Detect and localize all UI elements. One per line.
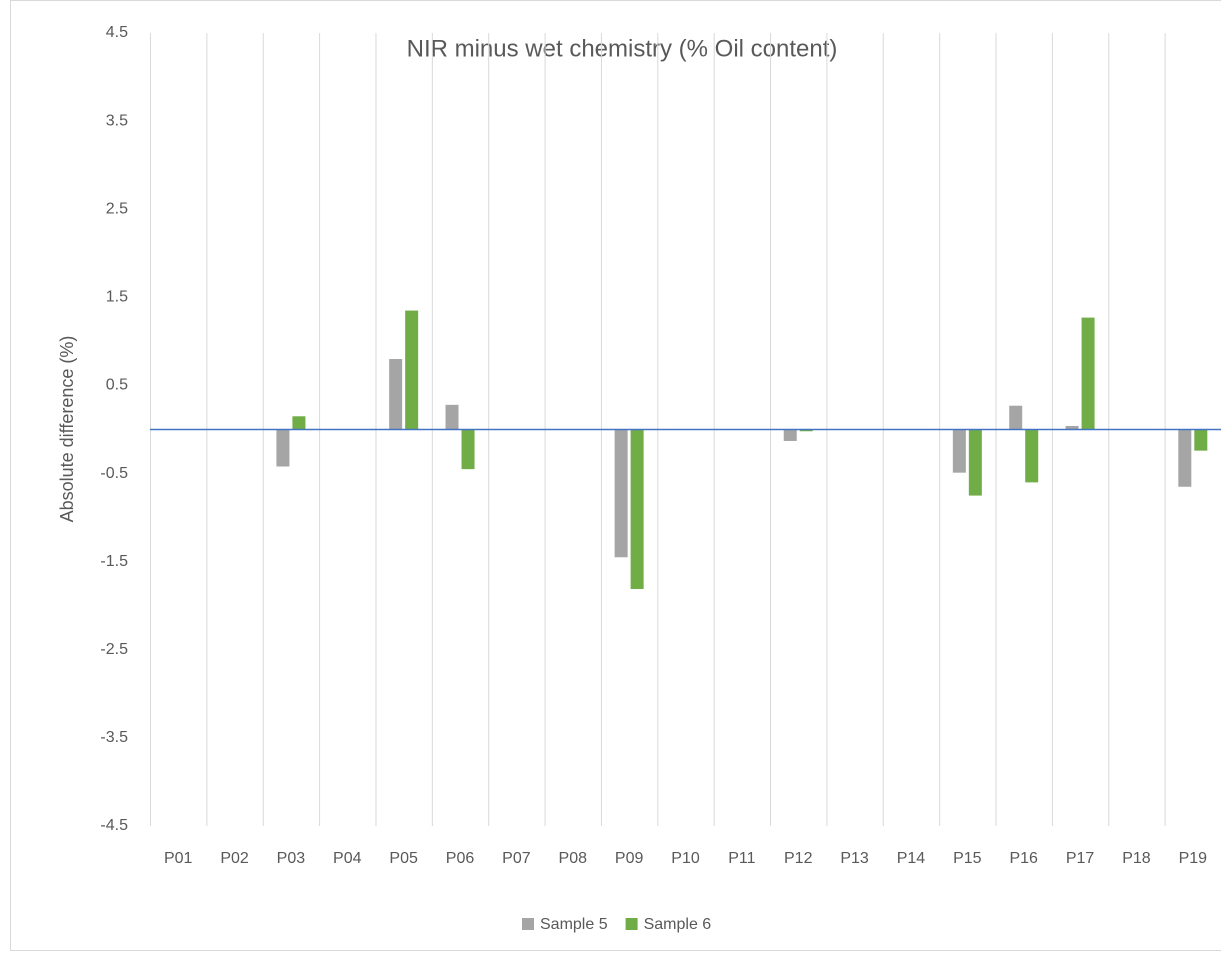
legend-swatch bbox=[522, 918, 534, 930]
x-tick-label: P04 bbox=[333, 850, 362, 867]
bar bbox=[1081, 317, 1095, 430]
bar bbox=[1009, 405, 1023, 430]
y-tick-label: -0.5 bbox=[100, 465, 128, 482]
y-tick-label: -4.5 bbox=[100, 817, 128, 834]
x-tick-label: P09 bbox=[615, 850, 644, 867]
legend-label: Sample 5 bbox=[540, 916, 608, 933]
bar bbox=[1065, 425, 1079, 430]
bar bbox=[389, 359, 403, 430]
x-tick-label: P15 bbox=[953, 850, 982, 867]
bar bbox=[630, 429, 644, 589]
bar bbox=[783, 429, 797, 441]
x-tick-label: P06 bbox=[446, 850, 475, 867]
bar bbox=[292, 416, 306, 430]
x-tick-label: P14 bbox=[897, 850, 926, 867]
x-tick-label: P16 bbox=[1009, 850, 1038, 867]
bar bbox=[1178, 429, 1192, 487]
x-tick-label: P10 bbox=[671, 850, 700, 867]
bar bbox=[1194, 429, 1208, 451]
y-axis-label: Absolute difference (%) bbox=[57, 336, 77, 523]
bar bbox=[1025, 429, 1039, 483]
x-tick-label: P12 bbox=[784, 850, 813, 867]
x-tick-label: P05 bbox=[389, 850, 418, 867]
x-tick-label: P17 bbox=[1066, 850, 1095, 867]
x-tick-label: P03 bbox=[277, 850, 306, 867]
x-tick-label: P02 bbox=[220, 850, 249, 867]
y-tick-label: -2.5 bbox=[100, 641, 128, 658]
bar bbox=[461, 429, 475, 470]
bar bbox=[445, 404, 459, 430]
bar bbox=[614, 429, 628, 558]
y-tick-label: 1.5 bbox=[106, 289, 128, 306]
legend-swatch bbox=[625, 918, 638, 930]
bar bbox=[968, 429, 982, 496]
y-tick-label: -3.5 bbox=[100, 729, 128, 746]
bar bbox=[952, 429, 966, 473]
x-tick-label: P11 bbox=[728, 850, 755, 867]
legend-label: Sample 6 bbox=[644, 916, 712, 933]
x-tick-label: P19 bbox=[1179, 850, 1208, 867]
bar bbox=[405, 310, 419, 430]
x-tick-label: P18 bbox=[1122, 850, 1151, 867]
chart-title: NIR minus wet chemistry (% Oil content) bbox=[407, 35, 838, 62]
x-tick-label: P01 bbox=[164, 850, 193, 867]
y-tick-label: 2.5 bbox=[106, 200, 128, 217]
y-tick-label: 4.5 bbox=[106, 24, 128, 41]
bar bbox=[276, 429, 290, 467]
y-tick-label: 0.5 bbox=[106, 377, 128, 394]
y-tick-label: 3.5 bbox=[106, 112, 128, 129]
x-tick-label: P13 bbox=[840, 850, 869, 867]
bar bbox=[799, 429, 813, 432]
x-tick-label: P08 bbox=[559, 850, 588, 867]
x-tick-label: P07 bbox=[502, 850, 531, 867]
y-tick-label: -1.5 bbox=[100, 553, 128, 570]
